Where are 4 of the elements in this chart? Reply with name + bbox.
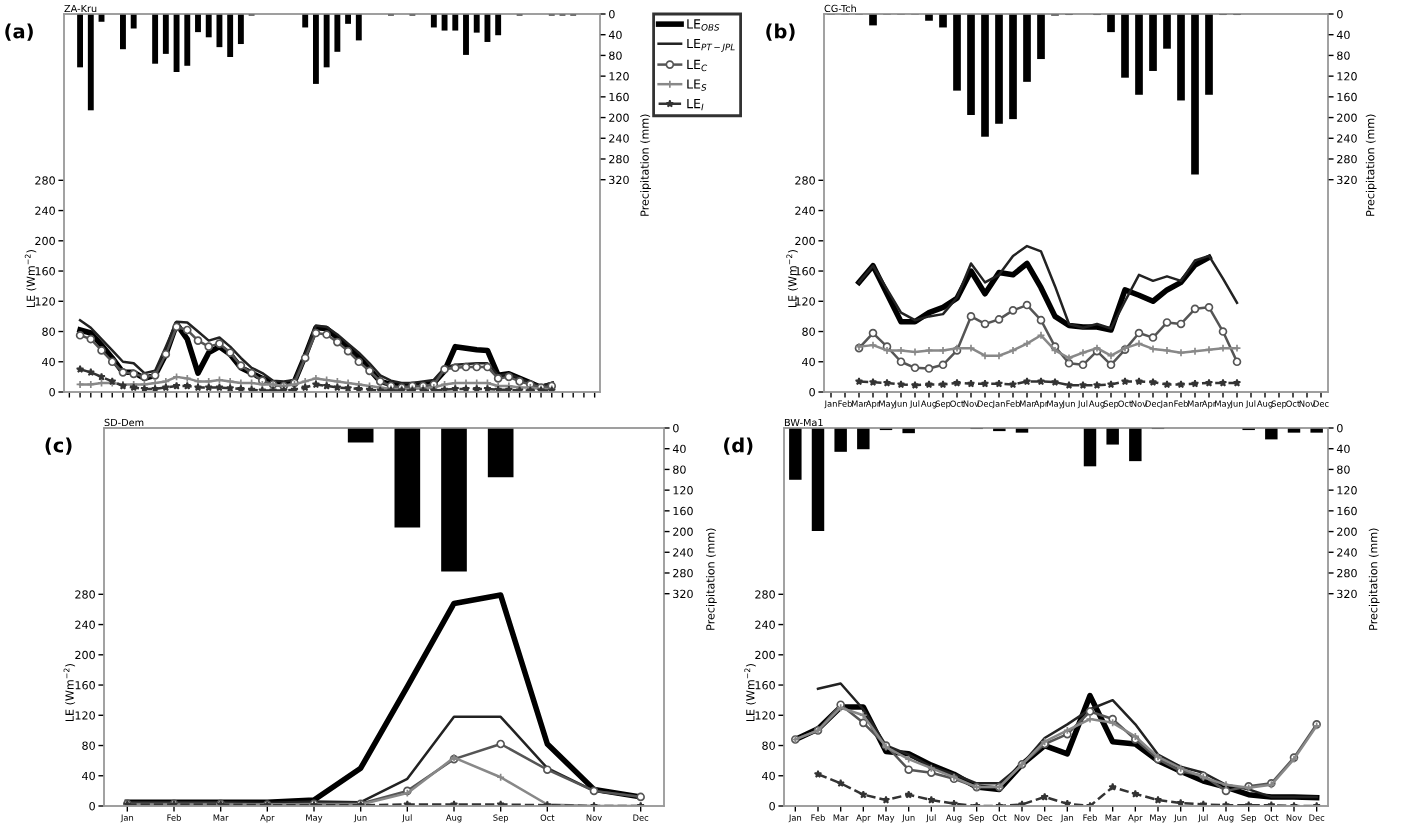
- chart-title: (a): [5, 23, 33, 41]
- chart-title: (c): [45, 437, 72, 455]
- chart-title: (d): [724, 437, 753, 455]
- chart-title: (b): [766, 23, 795, 41]
